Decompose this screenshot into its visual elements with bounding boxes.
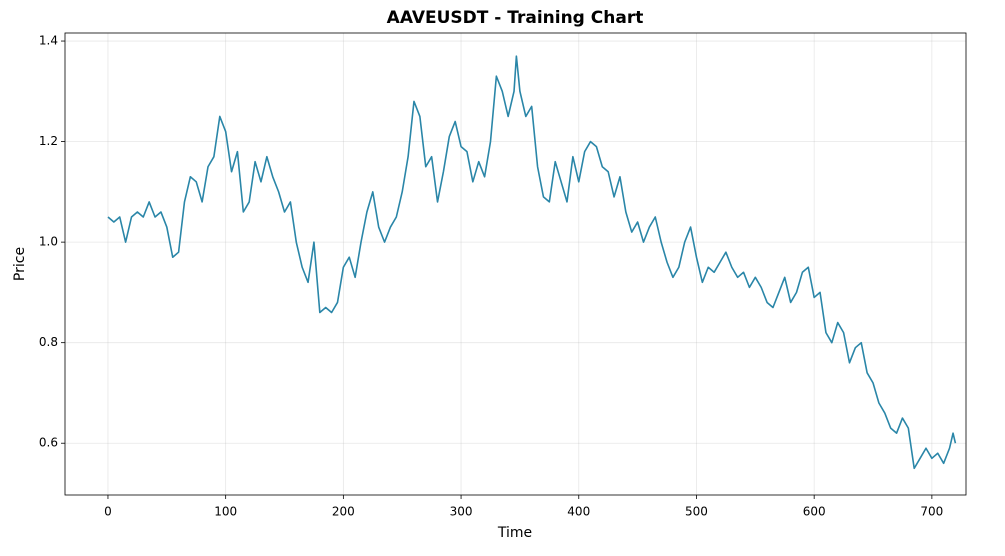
x-tick-label: 400 [567, 505, 590, 519]
y-tick-label: 1.0 [39, 235, 58, 249]
x-tick-label: 700 [920, 505, 943, 519]
x-axis-label: Time [497, 525, 532, 541]
x-tick-label: 100 [214, 505, 237, 519]
x-tick-label: 300 [450, 505, 473, 519]
chart-title: AAVEUSDT - Training Chart [387, 8, 644, 28]
y-tick-label: 0.6 [39, 436, 58, 450]
axes-frame [64, 32, 967, 496]
price-line [107, 55, 957, 470]
plot-area: 0 100 200 300 400 500 600 700 0.6 0.8 1.0 1.2 1.4 [39, 33, 966, 519]
y-tick-label: 1.2 [39, 134, 58, 148]
y-tick-label: 1.4 [39, 34, 58, 48]
y-axis-label: Price [12, 247, 28, 281]
x-tick-label: 0 [104, 505, 112, 519]
x-tick-label: 200 [332, 505, 355, 519]
y-tick-label: 0.8 [39, 335, 58, 349]
x-tick-label: 500 [685, 505, 708, 519]
x-tick-label: 600 [803, 505, 826, 519]
